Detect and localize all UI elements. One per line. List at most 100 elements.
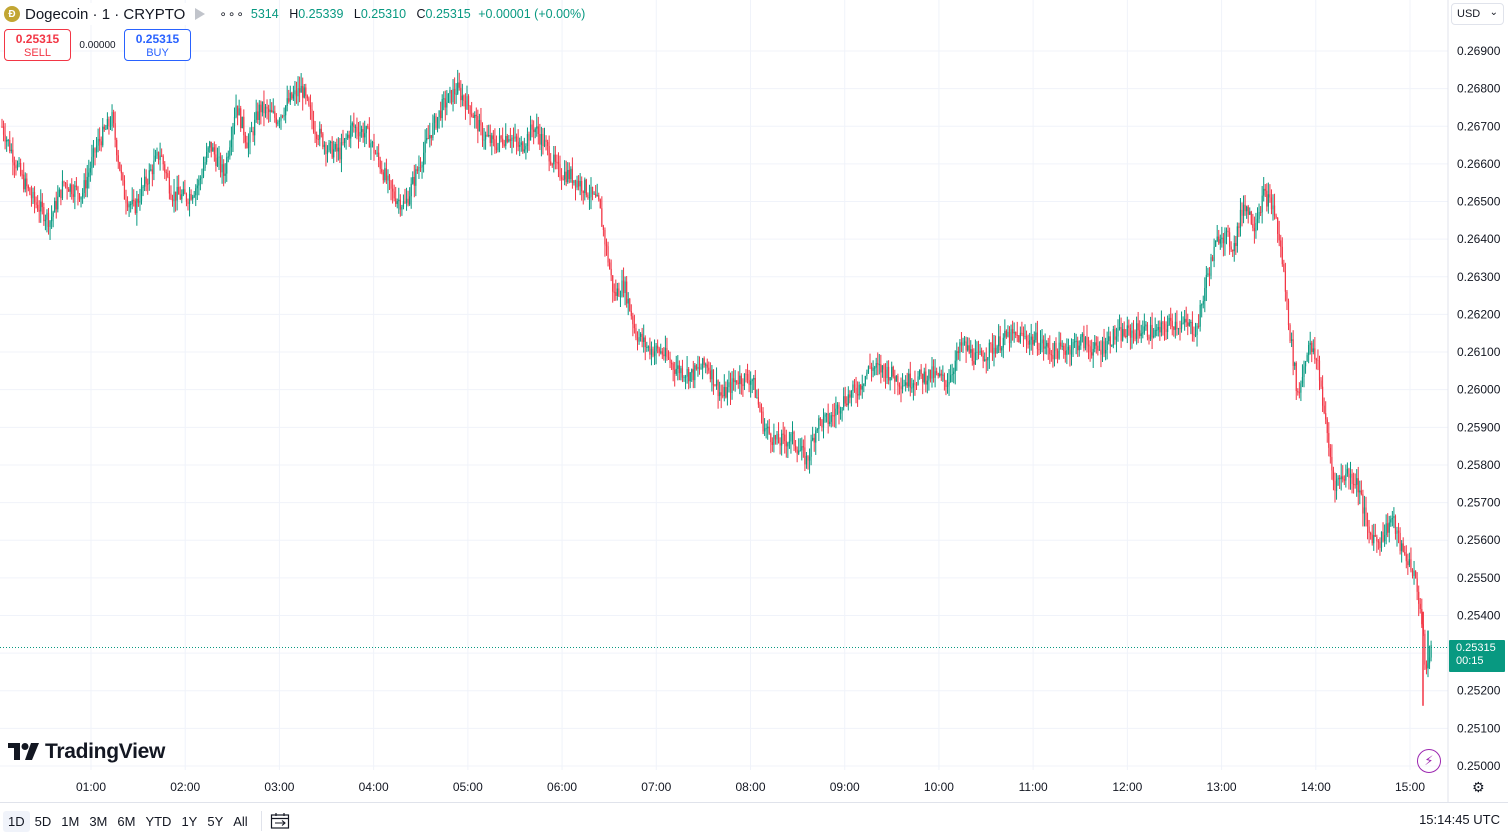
candle-body — [447, 93, 449, 103]
candle-body — [677, 365, 679, 369]
candle-body — [622, 280, 625, 293]
candle-body — [343, 138, 346, 144]
low-value: 0.25310 — [360, 7, 407, 21]
timeframe-5d[interactable]: 5D — [34, 813, 52, 829]
candle-body — [320, 128, 322, 134]
candle-body — [72, 194, 74, 197]
utc-clock[interactable]: 15:14:45 UTC — [1419, 812, 1500, 827]
candle-body — [106, 119, 108, 130]
candle-body — [263, 101, 265, 114]
candle-body — [508, 139, 510, 142]
candle-body — [280, 115, 282, 121]
candle-body — [1132, 330, 1135, 334]
candle-body — [356, 126, 358, 133]
candle-body — [362, 129, 364, 138]
candle-body — [289, 92, 291, 102]
currency-select[interactable]: USD ⌄ — [1451, 3, 1504, 25]
buy-button[interactable]: 0.25315 BUY — [124, 29, 191, 61]
candle-body — [258, 104, 260, 121]
candle-body — [1376, 536, 1378, 542]
candle-body — [246, 142, 248, 149]
flag-icon[interactable] — [195, 8, 206, 20]
candle-body — [404, 201, 406, 203]
candle-body — [1365, 507, 1367, 520]
sell-button[interactable]: 0.25315 SELL — [4, 29, 71, 61]
candle-body — [1163, 323, 1166, 330]
timeframe-1m[interactable]: 1M — [61, 813, 80, 829]
candle-body — [905, 382, 907, 386]
candle-body — [89, 168, 91, 173]
lightning-icon[interactable]: ⚡ — [1417, 749, 1441, 773]
candle-body — [784, 434, 786, 442]
candle-body — [833, 415, 835, 417]
candle-body — [229, 147, 231, 157]
candle-body — [545, 139, 547, 143]
candle-body — [1380, 531, 1383, 548]
candle-body — [257, 111, 259, 121]
candle-body — [1118, 327, 1121, 329]
timeframe-all[interactable]: All — [233, 813, 248, 829]
candle-body — [750, 381, 752, 385]
candle-body — [974, 352, 976, 365]
candle-body — [184, 189, 186, 195]
candle-body — [537, 126, 539, 135]
timeframe-ytd[interactable]: YTD — [145, 813, 172, 829]
timeframe-1y[interactable]: 1Y — [181, 813, 198, 829]
candle-body — [340, 142, 343, 160]
candle-body — [1320, 380, 1322, 387]
candle-body — [51, 216, 53, 222]
candle-body — [60, 189, 62, 199]
candle-body — [723, 386, 725, 397]
change-value: +0.00001 (+0.00%) — [478, 7, 586, 21]
candle-body — [82, 193, 84, 197]
candle-body — [717, 380, 719, 397]
candle-body — [802, 446, 804, 448]
timeframe-6m[interactable]: 6M — [117, 813, 136, 829]
candle-body — [1208, 273, 1211, 276]
candle-body — [932, 366, 935, 378]
candle-body — [967, 345, 969, 351]
price-chart[interactable]: 0.26900 0.26800 0.26700 0.26600 0.26500 0.264… — [0, 0, 1508, 802]
close-label: C — [416, 7, 426, 21]
candle-body — [396, 201, 398, 204]
candle-body — [1122, 329, 1124, 341]
candle-body — [934, 371, 936, 378]
candle-body — [1162, 322, 1164, 324]
candle-body — [519, 145, 521, 147]
candle-body — [322, 133, 324, 147]
candle-body — [1301, 376, 1304, 384]
symbol-title[interactable]: Dogecoin · 1 · CRYPTO — [25, 5, 186, 23]
symbol-box[interactable]: Ð Dogecoin · 1 · CRYPTO ∘∘∘ — [2, 3, 249, 25]
candle-body — [915, 384, 918, 386]
candle-body — [663, 354, 665, 357]
timeframe-5y[interactable]: 5Y — [207, 813, 224, 829]
candle-body — [657, 345, 659, 349]
candle-body — [1416, 578, 1418, 592]
more-icon[interactable]: ∘∘∘ — [219, 7, 245, 21]
candle-body — [373, 142, 375, 154]
candle-body — [494, 139, 496, 148]
candle-body — [1292, 339, 1294, 366]
candle-body — [32, 191, 34, 199]
candle-body — [13, 162, 15, 166]
candle-body — [970, 349, 972, 353]
candle-body — [1029, 339, 1031, 345]
candle-body — [1339, 477, 1341, 480]
calendar-range-icon[interactable] — [270, 812, 290, 830]
price-tick-label: 0.26400 — [1457, 232, 1501, 246]
timeframe-1d[interactable]: 1D — [3, 810, 30, 832]
candle-body — [798, 450, 800, 454]
settings-gear-icon[interactable]: ⚙ — [1472, 779, 1485, 795]
candle-body — [726, 387, 728, 398]
tradingview-logo[interactable]: TradingView — [8, 740, 165, 764]
candle-body — [1077, 340, 1079, 351]
candle-body — [1260, 212, 1262, 214]
candle-body — [1404, 552, 1406, 555]
candle-body — [743, 373, 746, 387]
candle-body — [1039, 343, 1042, 350]
candle-body — [821, 420, 823, 428]
candle-body — [638, 337, 640, 342]
candle-body — [1019, 332, 1021, 343]
timeframe-3m[interactable]: 3M — [89, 813, 108, 829]
logo-text: TradingView — [45, 740, 166, 763]
